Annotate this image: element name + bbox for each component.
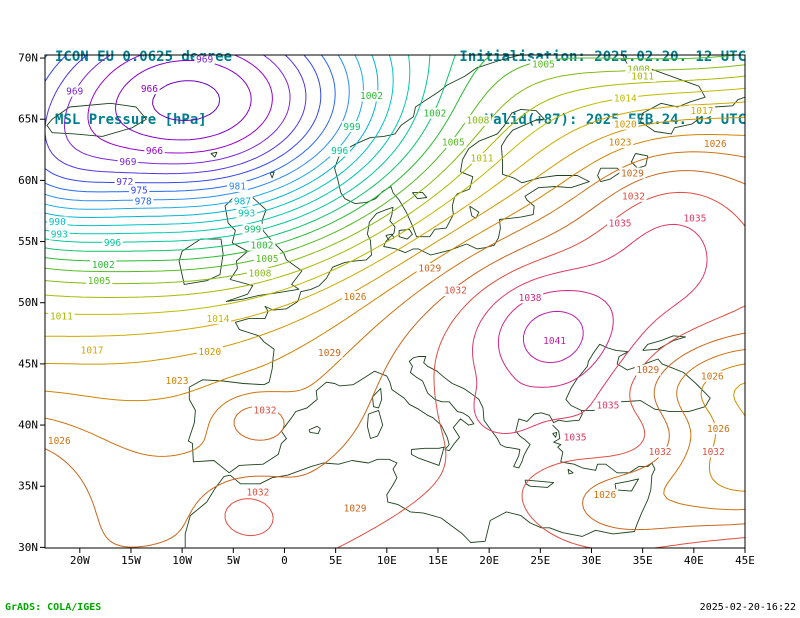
svg-text:993: 993 bbox=[51, 229, 68, 240]
svg-text:30E: 30E bbox=[582, 554, 602, 567]
svg-text:966: 966 bbox=[146, 146, 163, 157]
svg-text:25E: 25E bbox=[530, 554, 550, 567]
svg-text:1011: 1011 bbox=[50, 311, 73, 322]
svg-text:999: 999 bbox=[244, 225, 261, 236]
svg-text:981: 981 bbox=[229, 182, 246, 193]
svg-text:10W: 10W bbox=[172, 554, 192, 567]
svg-text:1008: 1008 bbox=[627, 64, 650, 75]
svg-text:1008: 1008 bbox=[248, 269, 271, 280]
svg-text:1035: 1035 bbox=[683, 214, 706, 225]
svg-text:969: 969 bbox=[119, 157, 136, 168]
svg-text:1032: 1032 bbox=[702, 447, 725, 458]
svg-text:1002: 1002 bbox=[360, 91, 383, 102]
svg-text:1035: 1035 bbox=[609, 218, 632, 229]
isobar-label-layer: 9699669699669699729759789819879939909939… bbox=[46, 55, 732, 514]
svg-text:1032: 1032 bbox=[622, 192, 645, 203]
svg-text:1029: 1029 bbox=[418, 264, 441, 275]
svg-text:1023: 1023 bbox=[166, 376, 189, 387]
svg-text:1002: 1002 bbox=[251, 240, 274, 251]
svg-text:1014: 1014 bbox=[614, 94, 637, 105]
svg-text:1032: 1032 bbox=[246, 488, 269, 499]
svg-text:1017: 1017 bbox=[81, 346, 104, 357]
svg-text:0: 0 bbox=[281, 554, 288, 567]
svg-text:1026: 1026 bbox=[707, 424, 730, 435]
svg-text:50N: 50N bbox=[18, 296, 38, 309]
svg-text:20E: 20E bbox=[479, 554, 499, 567]
svg-text:15E: 15E bbox=[428, 554, 448, 567]
svg-text:993: 993 bbox=[238, 209, 255, 220]
svg-text:1011: 1011 bbox=[631, 72, 654, 83]
svg-text:990: 990 bbox=[49, 217, 66, 228]
isobar-layer bbox=[45, 55, 745, 548]
svg-text:45N: 45N bbox=[18, 357, 38, 370]
svg-text:1026: 1026 bbox=[48, 436, 71, 447]
svg-text:1026: 1026 bbox=[344, 292, 367, 303]
svg-text:1029: 1029 bbox=[636, 365, 659, 376]
svg-text:35E: 35E bbox=[633, 554, 653, 567]
svg-text:10E: 10E bbox=[377, 554, 397, 567]
svg-text:1005: 1005 bbox=[88, 276, 111, 287]
svg-text:1005: 1005 bbox=[532, 59, 555, 70]
svg-text:5W: 5W bbox=[227, 554, 241, 567]
svg-text:996: 996 bbox=[331, 146, 348, 157]
svg-text:40E: 40E bbox=[684, 554, 704, 567]
svg-text:1032: 1032 bbox=[444, 286, 467, 297]
svg-text:1035: 1035 bbox=[596, 401, 619, 412]
svg-text:1017: 1017 bbox=[691, 106, 714, 117]
svg-text:1005: 1005 bbox=[256, 254, 279, 265]
svg-text:1035: 1035 bbox=[564, 433, 587, 444]
svg-text:1029: 1029 bbox=[344, 503, 367, 514]
svg-text:969: 969 bbox=[196, 55, 213, 66]
svg-text:1032: 1032 bbox=[649, 447, 672, 458]
svg-text:1011: 1011 bbox=[471, 154, 494, 165]
grads-stamp: GrADS: COLA/IGES bbox=[5, 602, 102, 613]
svg-text:975: 975 bbox=[131, 185, 148, 196]
svg-text:1014: 1014 bbox=[207, 314, 230, 325]
svg-text:1029: 1029 bbox=[621, 168, 644, 179]
svg-text:1026: 1026 bbox=[593, 490, 616, 501]
coastline-layer bbox=[46, 55, 745, 548]
svg-text:1038: 1038 bbox=[519, 293, 542, 304]
svg-text:15W: 15W bbox=[121, 554, 141, 567]
svg-text:35N: 35N bbox=[18, 480, 38, 493]
svg-text:5E: 5E bbox=[329, 554, 342, 567]
render-timestamp: 2025-02-20-16:22 bbox=[699, 602, 796, 613]
svg-text:70N: 70N bbox=[18, 52, 38, 65]
svg-text:45E: 45E bbox=[735, 554, 755, 567]
svg-text:1005: 1005 bbox=[442, 138, 465, 149]
svg-text:1041: 1041 bbox=[543, 336, 566, 347]
svg-text:1002: 1002 bbox=[423, 108, 446, 119]
svg-text:1032: 1032 bbox=[254, 406, 277, 417]
svg-text:1026: 1026 bbox=[701, 371, 724, 382]
svg-text:966: 966 bbox=[141, 84, 158, 95]
svg-text:969: 969 bbox=[66, 86, 83, 97]
svg-text:987: 987 bbox=[234, 196, 251, 207]
svg-text:1029: 1029 bbox=[318, 348, 341, 359]
svg-text:55N: 55N bbox=[18, 235, 38, 248]
axes-layer: 20W 15W 10W 5W 0 5E 10E 15E 20E 25E 30E 35E 40E 45E 70… bbox=[18, 52, 755, 567]
svg-text:978: 978 bbox=[135, 196, 152, 207]
svg-text:996: 996 bbox=[104, 238, 121, 249]
svg-text:972: 972 bbox=[116, 177, 133, 188]
svg-text:1023: 1023 bbox=[609, 138, 632, 149]
svg-text:40N: 40N bbox=[18, 419, 38, 432]
svg-text:60N: 60N bbox=[18, 174, 38, 187]
svg-text:1020: 1020 bbox=[198, 347, 221, 358]
svg-text:1026: 1026 bbox=[704, 139, 727, 150]
svg-text:1008: 1008 bbox=[466, 116, 489, 127]
svg-text:999: 999 bbox=[343, 122, 360, 133]
svg-text:20W: 20W bbox=[70, 554, 90, 567]
svg-text:65N: 65N bbox=[18, 113, 38, 126]
svg-text:1020: 1020 bbox=[614, 119, 637, 130]
svg-text:1002: 1002 bbox=[92, 260, 115, 271]
svg-text:30N: 30N bbox=[18, 541, 38, 554]
